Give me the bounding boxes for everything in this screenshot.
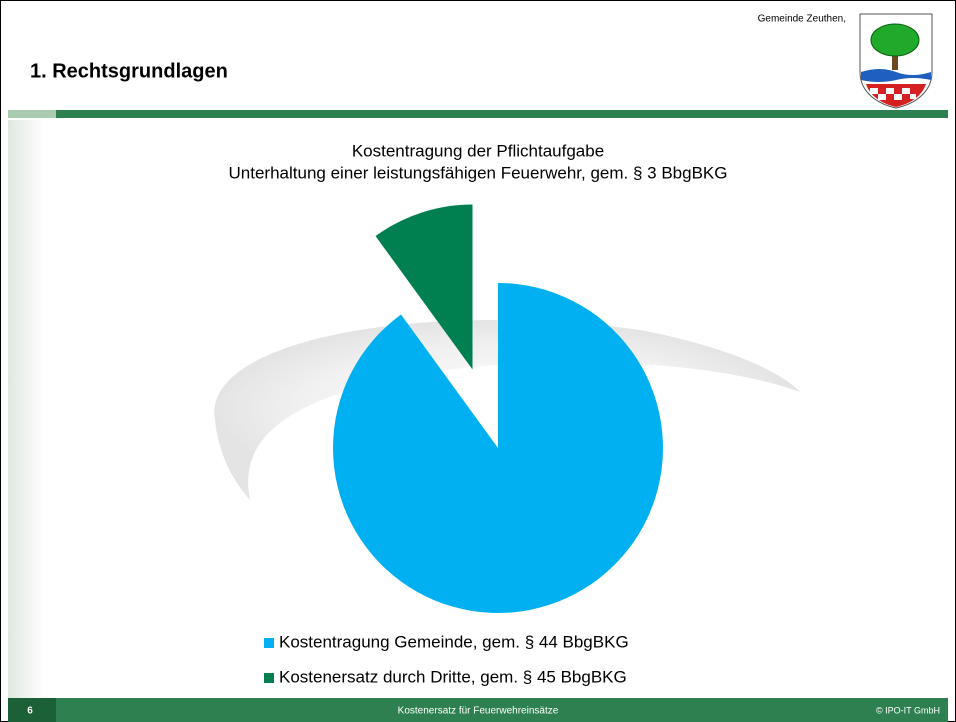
chart-title: Kostentragung der Pflichtaufgabe bbox=[352, 141, 604, 160]
header-bar bbox=[8, 110, 948, 118]
slide-title: 1. Rechtsgrundlagen bbox=[30, 60, 228, 82]
copyright: © IPO-IT GmbH bbox=[876, 705, 940, 715]
legend-swatch bbox=[264, 673, 274, 683]
page-number: 6 bbox=[27, 706, 33, 717]
pie-slice bbox=[375, 204, 473, 370]
org-name: Gemeinde Zeuthen, bbox=[758, 14, 846, 25]
legend-swatch bbox=[264, 638, 274, 648]
chart-subtitle: Unterhaltung einer leistungsfähigen Feue… bbox=[229, 163, 728, 182]
legend: Kostentragung Gemeinde, gem. § 44 BbgBKG… bbox=[264, 632, 629, 686]
pie-slice bbox=[333, 283, 663, 613]
footer-bar bbox=[8, 698, 948, 722]
header-bar-accent bbox=[8, 110, 56, 118]
logo bbox=[859, 13, 933, 109]
side-gradient bbox=[8, 120, 44, 698]
footer-page-box bbox=[8, 698, 56, 722]
legend-label: Kostenersatz durch Dritte, gem. § 45 Bbg… bbox=[279, 667, 627, 686]
footer-title: Kostenersatz für Feuerwehreinsätze bbox=[398, 706, 559, 717]
pie bbox=[333, 204, 663, 613]
legend-label: Kostentragung Gemeinde, gem. § 44 BbgBKG bbox=[279, 632, 629, 651]
